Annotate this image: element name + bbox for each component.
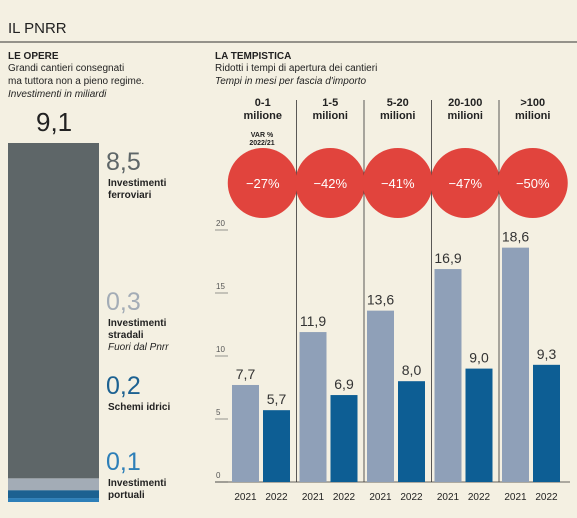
x-tick-label: 2021 [234, 492, 257, 503]
subtitle: Grandi cantieri consegnati [8, 63, 125, 74]
total-label: 9,1 [36, 107, 73, 137]
change-circle [295, 148, 366, 218]
value-label: 0,1 [106, 448, 141, 476]
category-label: Schemi idrici [108, 402, 171, 413]
change-circle [497, 148, 568, 218]
value-label: 8,5 [106, 148, 141, 176]
bar [502, 247, 529, 482]
note: Investimenti in miliardi [8, 89, 107, 100]
y-tick-label: 15 [216, 282, 225, 291]
bar [398, 381, 425, 482]
bar-segment [8, 490, 99, 499]
y-tick-label: 20 [216, 219, 225, 228]
x-tick-label: 2022 [333, 492, 356, 503]
x-tick-label: 2021 [504, 492, 527, 503]
y-tick-label: 0 [216, 471, 221, 480]
value-label: 11,9 [300, 313, 326, 329]
note: Tempi in mesi per fascia d'importo [215, 76, 367, 87]
subtitle: Ridotti i tempi di apertura dei cantieri [215, 63, 378, 74]
change-label: −41% [381, 176, 415, 191]
bar-segment [8, 478, 99, 491]
value-label: 8,0 [402, 362, 422, 378]
bar [330, 395, 358, 482]
change-circle [362, 148, 433, 218]
change-label: VAR % 2022/21 [249, 132, 275, 148]
change-label: −27% [246, 176, 280, 191]
category-label: 1-5 milioni [312, 97, 348, 122]
bar-segment [8, 498, 99, 502]
bar [533, 364, 560, 482]
chart-title: LE OPERE [8, 51, 59, 62]
page-title: IL PNRR [8, 20, 67, 37]
category-label: 20-100 milioni [447, 97, 483, 122]
category-label: >100 milioni [515, 97, 551, 122]
category-label: Investimenti stradali [108, 318, 167, 341]
change-label: −50% [516, 176, 550, 191]
value-label: 5,7 [267, 391, 287, 407]
value-label: 9,3 [537, 346, 557, 362]
bar-segment [8, 143, 99, 479]
value-label: 9,0 [469, 350, 489, 366]
category-note: Fuori dal Pnrr [108, 342, 169, 353]
bar [263, 410, 290, 482]
category-label: Investimenti portuali [108, 478, 167, 501]
x-tick-label: 2022 [535, 492, 558, 503]
value-label: 0,3 [106, 288, 141, 316]
x-tick-label: 2021 [369, 492, 392, 503]
value-label: 0,2 [106, 372, 141, 400]
y-tick-label: 10 [216, 345, 225, 354]
x-tick-label: 2022 [265, 492, 288, 503]
bar [299, 332, 327, 482]
change-circle [227, 148, 298, 218]
change-label: −42% [313, 176, 347, 191]
value-label: 18,6 [502, 229, 529, 245]
category-label: 5-20 milioni [380, 97, 416, 122]
y-tick-label: 5 [216, 408, 221, 417]
x-tick-label: 2022 [400, 492, 423, 503]
value-label: 6,9 [334, 376, 354, 392]
x-tick-label: 2021 [302, 492, 325, 503]
subtitle: ma tuttora non a pieno regime. [8, 76, 145, 87]
bar [232, 384, 259, 482]
category-label: Investimenti ferroviari [108, 178, 167, 201]
x-tick-label: 2021 [437, 492, 460, 503]
chart-title: LA TEMPISTICA [215, 51, 292, 62]
category-label: 0-1 milione [243, 97, 282, 122]
change-circle [430, 148, 501, 218]
change-label: −47% [448, 176, 482, 191]
bar [465, 368, 493, 482]
x-tick-label: 2022 [468, 492, 491, 503]
value-label: 13,6 [367, 292, 394, 308]
value-label: 16,9 [434, 250, 461, 266]
bar [434, 269, 462, 482]
bar [367, 310, 394, 482]
value-label: 7,7 [236, 366, 256, 382]
